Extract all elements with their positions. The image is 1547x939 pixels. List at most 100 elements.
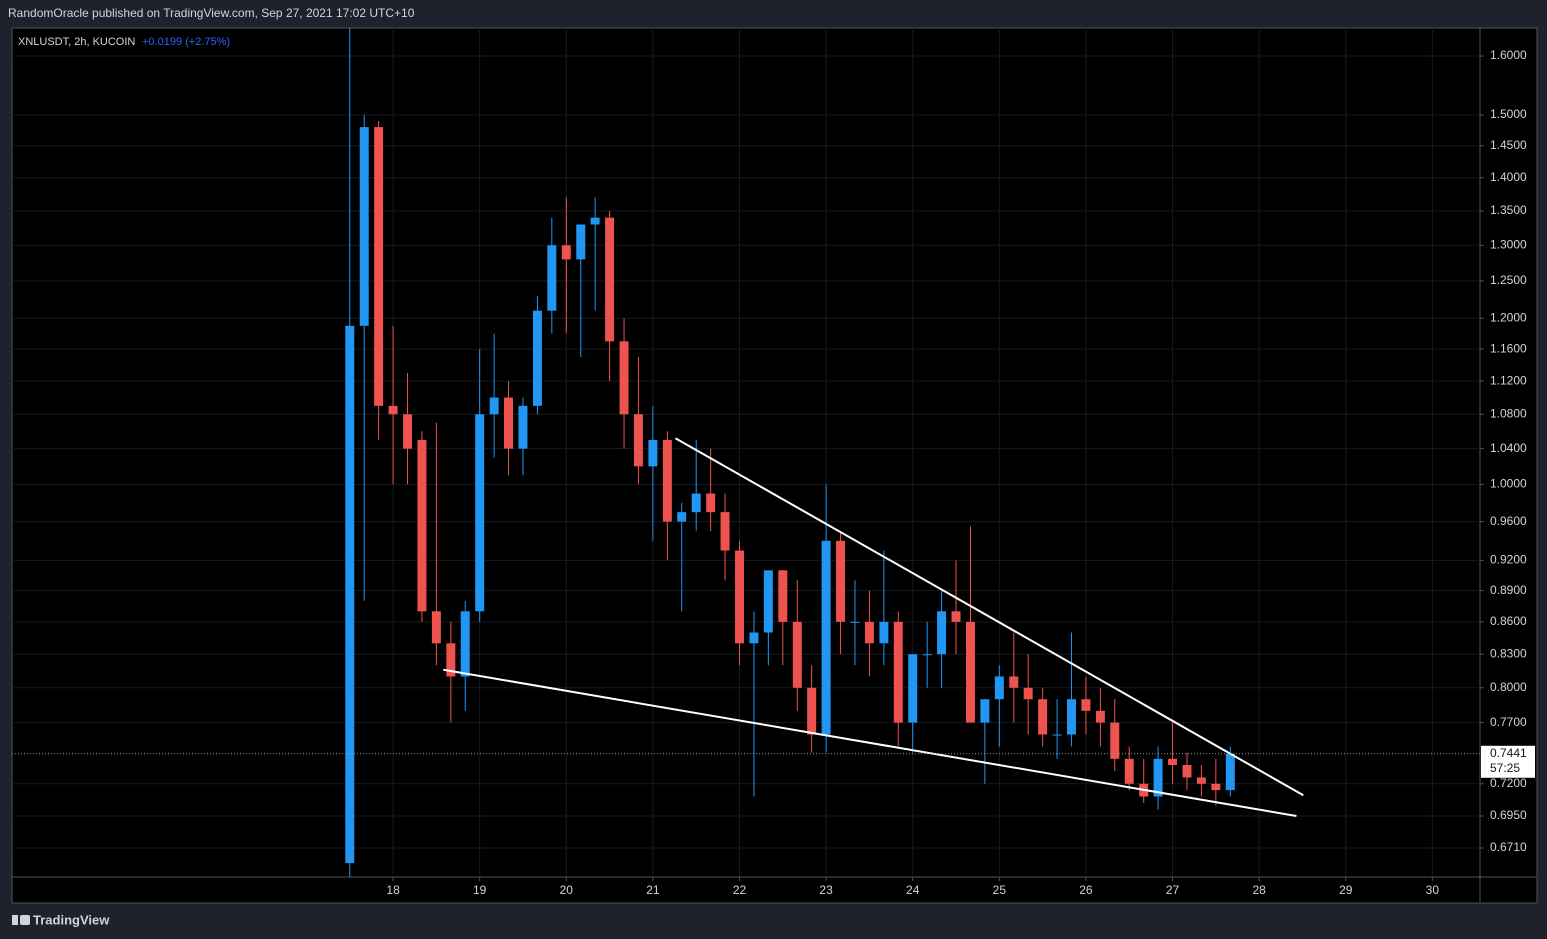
trendline [674,437,1304,797]
candle-body [619,341,629,415]
y-tick-label: 0.7200 [1490,776,1527,790]
candle-body [893,621,903,723]
brand: TradingView [33,912,110,927]
candle-body [1153,758,1163,797]
y-tick-label: 0.8300 [1490,646,1527,660]
y-tick-label: 0.7700 [1490,715,1527,729]
candle-body [605,217,615,342]
candle-body [403,414,413,449]
x-tick-label: 21 [646,883,660,897]
candle-body [345,325,355,864]
last-price-box [1481,745,1535,778]
candle-body [489,397,499,415]
candle-body [460,611,470,677]
candle-body [504,397,514,449]
candle-body [1023,687,1033,700]
x-tick-label: 30 [1426,883,1440,897]
y-tick-label: 0.8900 [1490,583,1527,597]
y-tick-label: 1.0000 [1490,477,1527,491]
y-tick-label: 1.1600 [1490,341,1527,355]
candle-body [417,439,427,612]
y-tick-label: 1.0400 [1490,441,1527,455]
candle-body [1066,699,1076,735]
x-tick-label: 24 [906,883,920,897]
candle-body [1110,722,1120,759]
candle-body [994,676,1004,700]
candle-body [561,245,571,260]
candle-body [1124,758,1134,784]
candle-body [532,310,542,406]
candles [345,28,1235,877]
change-info: +0.0199 (+2.75%) [142,36,230,48]
candle-body [662,439,672,522]
y-tick-label: 0.9600 [1490,514,1527,528]
logo-part [12,915,18,925]
candle-body [1009,676,1019,688]
candle-body [1211,783,1221,791]
y-tick-label: 1.3000 [1490,237,1527,251]
x-tick-label: 27 [1166,883,1180,897]
candle-body [763,570,773,633]
candle-body [359,127,369,326]
candle-body [1225,753,1235,791]
candle-body [446,643,456,677]
candle-body [576,224,586,260]
y-tick-label: 1.6000 [1490,48,1527,62]
y-tick-label: 1.1200 [1490,373,1527,387]
candle-body [1052,734,1062,736]
candle-body [1081,699,1091,711]
x-tick-label: 26 [1079,883,1093,897]
x-tick-label: 19 [473,883,487,897]
y-tick-label: 1.2500 [1490,273,1527,287]
candle-body [937,611,947,655]
x-tick-label: 20 [560,883,574,897]
x-tick-label: 23 [819,883,833,897]
candle-body [980,699,990,723]
countdown-label: 57:25 [1490,761,1520,775]
candle-body [374,127,384,406]
y-tick-label: 1.0800 [1490,406,1527,420]
candle-body [778,570,788,622]
y-tick-label: 0.9200 [1490,553,1527,567]
candle-body [1196,777,1206,784]
candle-body [850,621,860,623]
candle-body [388,405,398,415]
overlay: 1.6000 1.5000 1.4500 1.4000 1.3500 1.3000 1.25… [12,48,1535,897]
y-tick-label: 1.4500 [1490,138,1527,152]
candle-body [677,512,687,522]
x-tick-label: 22 [733,883,747,897]
publish-info: RandomOracle published on TradingView.co… [8,6,415,20]
candle-body [1182,764,1192,778]
y-tick-label: 0.6710 [1490,840,1527,854]
candle-body [922,654,932,656]
symbol-info: XNLUSDT, 2h, KUCOIN [18,36,135,48]
candle-body [1168,758,1178,765]
candle-body [431,611,441,644]
candle-body [518,405,528,449]
candle-body [1038,699,1048,735]
candle-body [720,512,730,551]
x-tick-label: 18 [386,883,400,897]
chart-panel [11,27,1538,904]
x-tick-label: 29 [1339,883,1353,897]
y-tick-label: 1.4000 [1490,170,1527,184]
grid [12,28,1484,881]
candle-body [547,245,557,311]
candle-body [879,621,889,644]
y-tick-label: 0.8000 [1490,680,1527,694]
y-tick-label: 1.2000 [1490,310,1527,324]
candle-body [648,439,658,467]
candle-body [864,621,874,644]
candle-body [475,414,485,612]
last-price-label: 0.7441 [1490,746,1527,760]
candle-body [590,217,600,225]
x-tick-label: 25 [993,883,1007,897]
candle-body [633,414,643,467]
candle-body [706,493,716,513]
y-tick-label: 1.3500 [1490,203,1527,217]
candle-body [807,687,817,735]
trendline [443,668,1297,817]
candle-body [821,540,831,735]
